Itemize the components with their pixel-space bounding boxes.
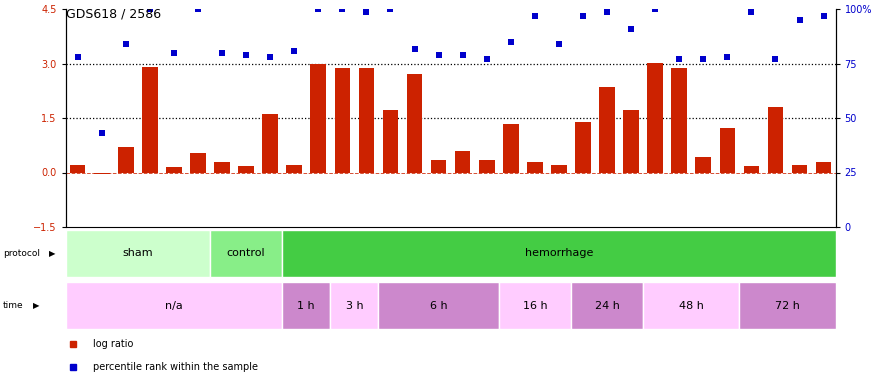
- Bar: [94, 172, 109, 174]
- Point: [431, 52, 445, 58]
- Bar: [503, 124, 519, 172]
- Point: [528, 13, 542, 19]
- Bar: [643, 282, 739, 329]
- Bar: [262, 114, 278, 172]
- Text: ▶: ▶: [49, 249, 55, 258]
- Text: 1 h: 1 h: [298, 301, 315, 310]
- Point: [383, 6, 397, 12]
- Bar: [379, 282, 499, 329]
- Bar: [767, 106, 783, 172]
- Bar: [66, 230, 210, 277]
- Bar: [744, 166, 760, 172]
- Text: percentile rank within the sample: percentile rank within the sample: [93, 362, 257, 372]
- Bar: [407, 74, 423, 172]
- Text: 3 h: 3 h: [346, 301, 363, 310]
- Bar: [238, 166, 254, 172]
- Text: 24 h: 24 h: [595, 301, 619, 310]
- Point: [119, 41, 133, 47]
- Bar: [311, 64, 326, 173]
- Text: protocol: protocol: [3, 249, 39, 258]
- Bar: [331, 282, 379, 329]
- Bar: [571, 282, 643, 329]
- Point: [456, 52, 470, 58]
- Bar: [118, 147, 134, 172]
- Text: 16 h: 16 h: [522, 301, 547, 310]
- Text: time: time: [3, 301, 24, 310]
- Point: [263, 54, 277, 60]
- Point: [768, 56, 782, 62]
- Bar: [70, 165, 86, 172]
- Bar: [816, 162, 831, 172]
- Bar: [551, 165, 567, 172]
- Bar: [359, 68, 374, 172]
- Bar: [430, 160, 446, 172]
- Point: [215, 50, 229, 56]
- Point: [239, 52, 253, 58]
- Point: [335, 6, 349, 12]
- Bar: [210, 230, 282, 277]
- Text: GDS618 / 2586: GDS618 / 2586: [66, 8, 161, 21]
- Point: [552, 41, 566, 47]
- Point: [408, 45, 422, 51]
- Bar: [214, 162, 230, 172]
- Bar: [792, 165, 808, 172]
- Bar: [527, 162, 542, 172]
- Point: [480, 56, 494, 62]
- Point: [648, 6, 662, 12]
- Text: 6 h: 6 h: [430, 301, 447, 310]
- Point: [624, 26, 638, 32]
- Point: [360, 9, 374, 15]
- Point: [576, 13, 590, 19]
- Bar: [286, 165, 302, 172]
- Point: [191, 6, 205, 12]
- Bar: [599, 87, 615, 172]
- Point: [143, 6, 157, 12]
- Bar: [719, 128, 735, 172]
- Bar: [382, 110, 398, 172]
- Point: [793, 17, 807, 23]
- Bar: [623, 110, 639, 172]
- Bar: [671, 68, 687, 172]
- Text: hemorrhage: hemorrhage: [525, 248, 593, 258]
- Bar: [282, 282, 331, 329]
- Point: [287, 48, 301, 54]
- Text: control: control: [227, 248, 265, 258]
- Bar: [455, 151, 471, 172]
- Bar: [66, 282, 282, 329]
- Point: [71, 54, 85, 60]
- Point: [504, 39, 518, 45]
- Bar: [334, 68, 350, 172]
- Text: ▶: ▶: [33, 301, 39, 310]
- Point: [745, 9, 759, 15]
- Text: sham: sham: [123, 248, 153, 258]
- Point: [167, 50, 181, 56]
- Text: 48 h: 48 h: [679, 301, 704, 310]
- Point: [816, 13, 830, 19]
- Bar: [479, 160, 494, 172]
- Bar: [282, 230, 836, 277]
- Bar: [499, 282, 571, 329]
- Text: n/a: n/a: [165, 301, 183, 310]
- Bar: [648, 63, 663, 173]
- Point: [600, 9, 614, 15]
- Point: [696, 56, 710, 62]
- Text: 72 h: 72 h: [775, 301, 800, 310]
- Bar: [166, 167, 182, 172]
- Bar: [575, 123, 591, 172]
- Point: [312, 6, 326, 12]
- Bar: [142, 68, 158, 172]
- Bar: [696, 157, 711, 172]
- Text: log ratio: log ratio: [93, 339, 133, 349]
- Bar: [190, 153, 206, 173]
- Point: [720, 54, 734, 60]
- Point: [672, 56, 686, 62]
- Bar: [739, 282, 836, 329]
- Point: [94, 130, 108, 136]
